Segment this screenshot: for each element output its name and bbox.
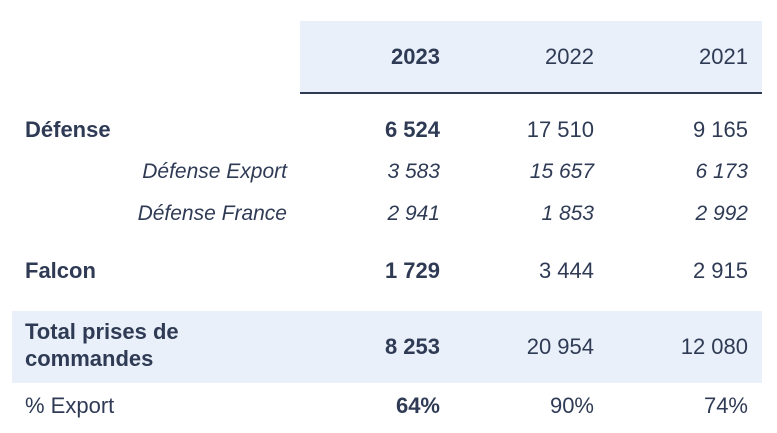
- row-value-defense-2023: 6 524: [384, 117, 440, 142]
- row-value-export-pct-2022: 90%: [549, 393, 594, 418]
- row-value-falcon-2022: 3 444: [538, 258, 594, 283]
- row-value-defense-france-2021: 2 992: [695, 202, 748, 225]
- row-value-total-2021: 12 080: [680, 334, 748, 359]
- row-value-defense-export-2021: 6 173: [695, 160, 748, 183]
- row-value-total-2023: 8 253: [384, 334, 440, 359]
- row-label-defense-export: Défense Export: [142, 160, 287, 183]
- row-label-defense: Défense: [25, 117, 111, 142]
- row-label-total: Total prises de commandes: [25, 319, 179, 371]
- total-row-background: [12, 311, 762, 383]
- row-value-defense-france-2022: 1 853: [541, 202, 594, 225]
- row-label-export-pct: % Export: [25, 393, 115, 418]
- row-value-export-pct-2023: 64%: [395, 393, 440, 418]
- row-value-export-pct-2021: 74%: [703, 393, 748, 418]
- row-value-falcon-2021: 2 915: [692, 258, 748, 283]
- row-label-falcon: Falcon: [25, 258, 96, 283]
- row-value-total-2022: 20 954: [526, 334, 594, 359]
- header-year-2021: 2021: [699, 44, 748, 69]
- row-value-defense-2022: 17 510: [526, 117, 594, 142]
- row-value-defense-2021: 9 165: [692, 117, 748, 142]
- row-value-falcon-2023: 1 729: [384, 258, 440, 283]
- header-year-2022: 2022: [545, 44, 594, 69]
- row-value-defense-export-2022: 15 657: [529, 160, 594, 183]
- row-value-defense-france-2023: 2 941: [387, 202, 440, 225]
- header-year-2023: 2023: [391, 44, 440, 69]
- row-label-defense-france: Défense France: [137, 202, 287, 225]
- row-value-defense-export-2023: 3 583: [387, 160, 440, 183]
- header-background: [300, 21, 762, 93]
- header-rule: [300, 92, 762, 94]
